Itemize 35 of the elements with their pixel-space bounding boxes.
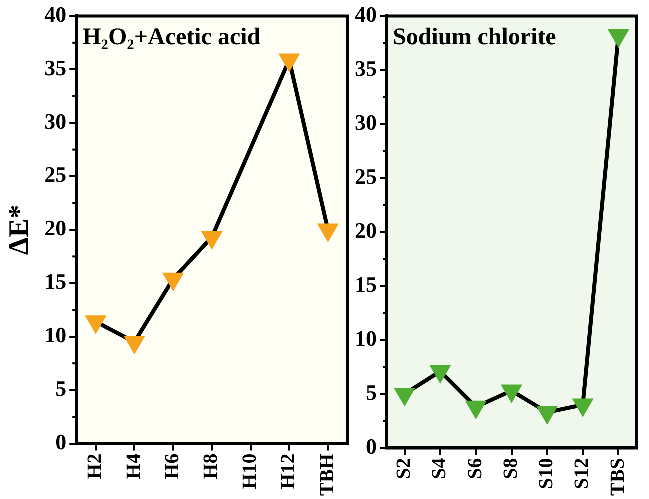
y-tick-label: 5 <box>56 376 67 402</box>
y-tick-label: 15 <box>355 272 377 297</box>
x-tick-label: H10 <box>238 454 261 490</box>
y-axis-title: ΔE* <box>4 204 36 256</box>
y-tick-label: 30 <box>44 108 67 134</box>
y-tick-label: 25 <box>355 164 377 189</box>
y-tick-label: 0 <box>366 434 377 459</box>
y-tick-label: 40 <box>44 2 67 27</box>
x-tick-label: H2 <box>84 454 106 480</box>
chart-title: H₂O₂+Acetic acid <box>82 24 262 50</box>
chart-title: Sodium chlorite <box>393 24 557 50</box>
y-tick-label: 10 <box>44 322 67 348</box>
y-tick-label: 5 <box>366 380 377 405</box>
y-tick-label: 0 <box>56 429 67 454</box>
x-tick-label: H4 <box>122 454 145 480</box>
x-tick-label: S2 <box>392 458 415 480</box>
y-tick-label: 35 <box>355 56 377 81</box>
y-tick-label: 35 <box>44 55 67 80</box>
x-tick-label: TBS <box>606 458 629 496</box>
x-tick-label: TBH <box>316 453 338 496</box>
x-tick-label: S12 <box>571 458 594 490</box>
x-tick-label: H6 <box>162 454 184 480</box>
y-tick-label: 30 <box>355 110 377 135</box>
x-tick-label: S6 <box>464 458 486 480</box>
y-tick-label: 15 <box>44 269 67 294</box>
y-tick-label: 40 <box>355 2 377 27</box>
y-tick-label: 20 <box>44 216 67 241</box>
x-tick-label: S4 <box>428 458 451 480</box>
x-tick-label: S10 <box>536 458 558 490</box>
y-tick-label: 20 <box>355 218 377 243</box>
y-tick-label: 10 <box>355 326 377 351</box>
y-tick-label: 25 <box>44 162 67 188</box>
x-tick-label: S8 <box>500 458 522 480</box>
x-tick-label: H12 <box>278 454 300 490</box>
x-tick-label: H8 <box>200 454 222 480</box>
